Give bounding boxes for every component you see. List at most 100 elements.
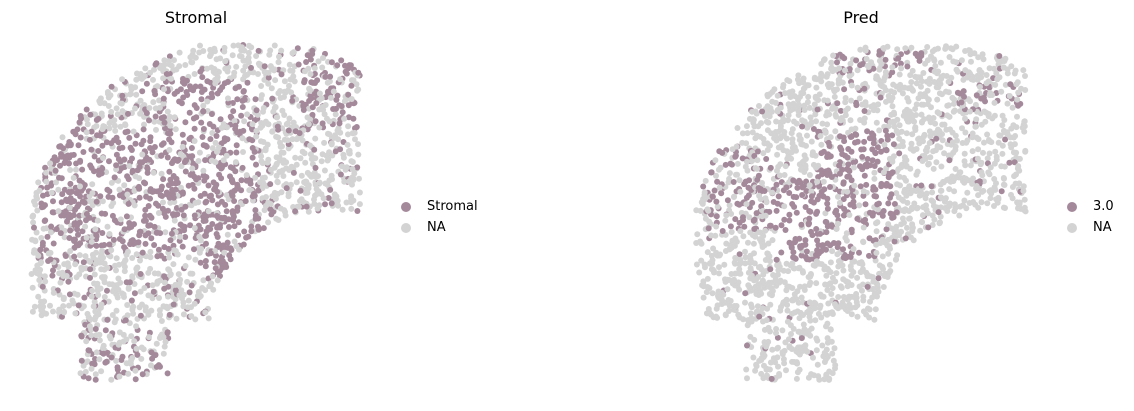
pred-point	[904, 118, 911, 125]
stromal-point	[339, 206, 346, 213]
pred-point	[974, 155, 981, 162]
stromal-point	[207, 136, 214, 143]
stromal-point	[302, 159, 309, 166]
pred-point	[752, 233, 759, 240]
stromal-point	[60, 294, 67, 301]
pred-point	[750, 240, 757, 247]
pred-point	[962, 67, 969, 74]
pred-point	[769, 237, 776, 244]
stromal-point	[124, 191, 131, 198]
pred-point	[821, 127, 828, 134]
stromal-point	[73, 166, 79, 173]
stromal-point	[112, 316, 119, 323]
pred-point	[888, 88, 894, 95]
pred-point	[708, 232, 715, 239]
pred-point	[908, 111, 915, 118]
stromal-point	[126, 279, 133, 286]
stromal-point	[132, 173, 139, 180]
pred-point	[870, 210, 877, 217]
pred-point	[966, 200, 973, 206]
stromal-point	[83, 234, 90, 241]
stromal-point	[176, 63, 183, 70]
pred-point	[902, 45, 909, 52]
pred-point	[786, 190, 793, 196]
pred-point	[848, 97, 855, 104]
stromal-point	[277, 205, 284, 212]
pred-point	[893, 209, 900, 216]
stromal-point	[31, 224, 37, 231]
stromal-point	[177, 86, 184, 93]
stromal-point	[85, 375, 92, 382]
stromal-point	[147, 254, 154, 261]
stromal-point	[133, 265, 140, 272]
stromal-point	[177, 233, 184, 240]
stromal-point	[217, 116, 224, 123]
stromal-point	[269, 193, 276, 200]
pred-point	[885, 221, 892, 228]
pred-point	[833, 225, 840, 232]
stromal-point	[228, 247, 235, 253]
stromal-point	[209, 273, 216, 280]
pred-point	[755, 274, 762, 280]
pred-point	[742, 248, 748, 255]
stromal-point	[131, 290, 138, 297]
pred-point	[757, 196, 764, 203]
stromal-point	[161, 279, 168, 286]
stromal-point	[131, 281, 138, 287]
pred-point	[715, 166, 722, 173]
pred-point	[956, 212, 963, 219]
stromal-point	[32, 267, 39, 274]
stromal-point	[209, 130, 216, 136]
stromal-point	[278, 47, 285, 54]
pred-point	[801, 118, 808, 125]
stromal-point	[235, 219, 242, 226]
stromal-point	[88, 293, 95, 300]
pred-point	[763, 156, 770, 162]
pred-point	[735, 279, 742, 286]
stromal-point	[280, 149, 287, 156]
pred-point	[945, 102, 952, 109]
pred-point	[904, 95, 911, 102]
pred-point	[799, 192, 806, 198]
pred-point	[762, 195, 769, 202]
stromal-point	[154, 83, 161, 90]
stromal-point	[195, 158, 202, 164]
stromal-point	[45, 250, 52, 257]
pred-point	[824, 205, 831, 212]
stromal-point	[257, 96, 264, 102]
stromal-point	[113, 267, 119, 274]
stromal-point	[269, 95, 276, 102]
pred-point	[877, 94, 884, 101]
stromal-point	[331, 134, 338, 141]
pred-point	[978, 169, 985, 176]
stromal-point	[94, 217, 101, 224]
stromal-point	[160, 199, 166, 206]
pred-point	[848, 82, 855, 89]
pred-point	[946, 186, 953, 193]
pred-point	[850, 159, 857, 166]
pred-point	[951, 188, 958, 195]
pred-point	[873, 73, 880, 80]
stromal-point	[106, 241, 113, 248]
pred-point	[860, 239, 867, 246]
stromal-point	[60, 303, 67, 310]
pred-point	[861, 138, 868, 145]
pred-point	[1016, 201, 1023, 207]
pred-point	[723, 212, 730, 219]
pred-point	[749, 157, 756, 164]
stromal-point	[212, 265, 219, 272]
pred-point	[801, 169, 808, 175]
stromal-point	[84, 310, 91, 317]
stromal-point	[307, 151, 314, 158]
pred-point	[973, 92, 980, 99]
stromal-point	[182, 263, 189, 269]
pred-point	[836, 162, 843, 169]
stromal-point	[166, 311, 173, 318]
pred-point	[899, 90, 906, 97]
pred-point	[934, 96, 941, 103]
stromal-point	[239, 104, 246, 110]
pred-point	[862, 47, 869, 54]
stromal-point	[239, 135, 246, 142]
pred-point	[824, 121, 831, 128]
pred-point	[784, 77, 791, 84]
